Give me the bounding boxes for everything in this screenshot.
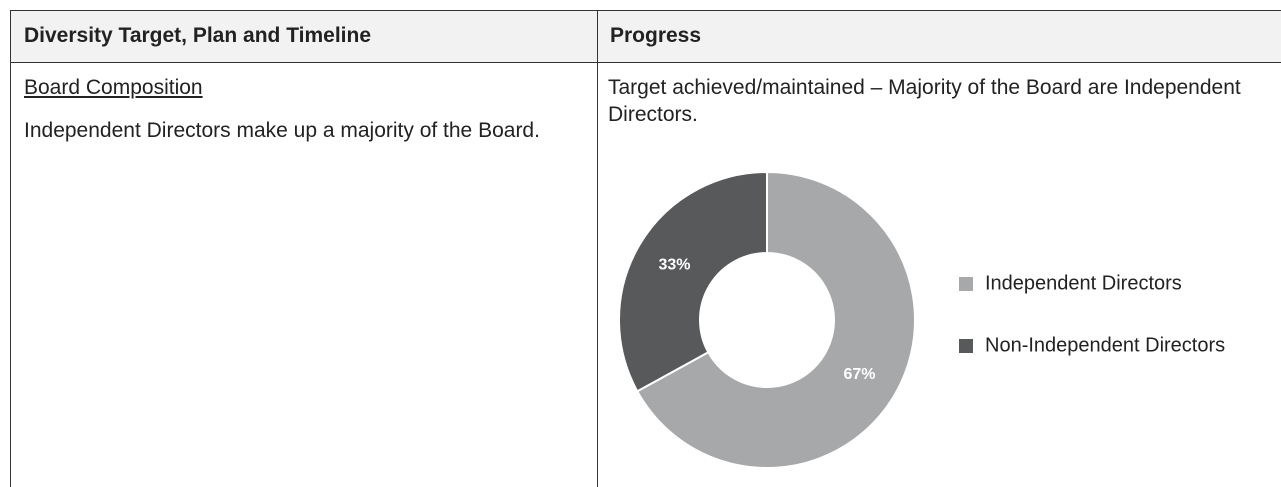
row-target: Independent Directors make up a majority…	[24, 119, 540, 142]
table-border	[10, 62, 1281, 63]
row-progress: Target achieved/maintained – Majority of…	[608, 76, 1241, 126]
data-label: 33%	[658, 256, 690, 273]
header-row	[10, 10, 1281, 62]
legend-swatch	[959, 277, 973, 291]
table-border	[10, 10, 1281, 11]
header-cell: Progress	[610, 24, 702, 47]
row-heading: Board Composition	[24, 76, 203, 99]
table-border	[10, 10, 11, 487]
legend-swatch	[959, 339, 973, 353]
header-cell: Diversity Target, Plan and Timeline	[24, 24, 372, 47]
donut-slice	[635, 170, 916, 469]
donut-slice	[618, 170, 768, 393]
legend-label: Non-Independent Directors	[985, 334, 1225, 356]
data-label: 67%	[844, 366, 876, 383]
table-border	[597, 10, 598, 487]
legend-label: Independent Directors	[985, 272, 1182, 294]
